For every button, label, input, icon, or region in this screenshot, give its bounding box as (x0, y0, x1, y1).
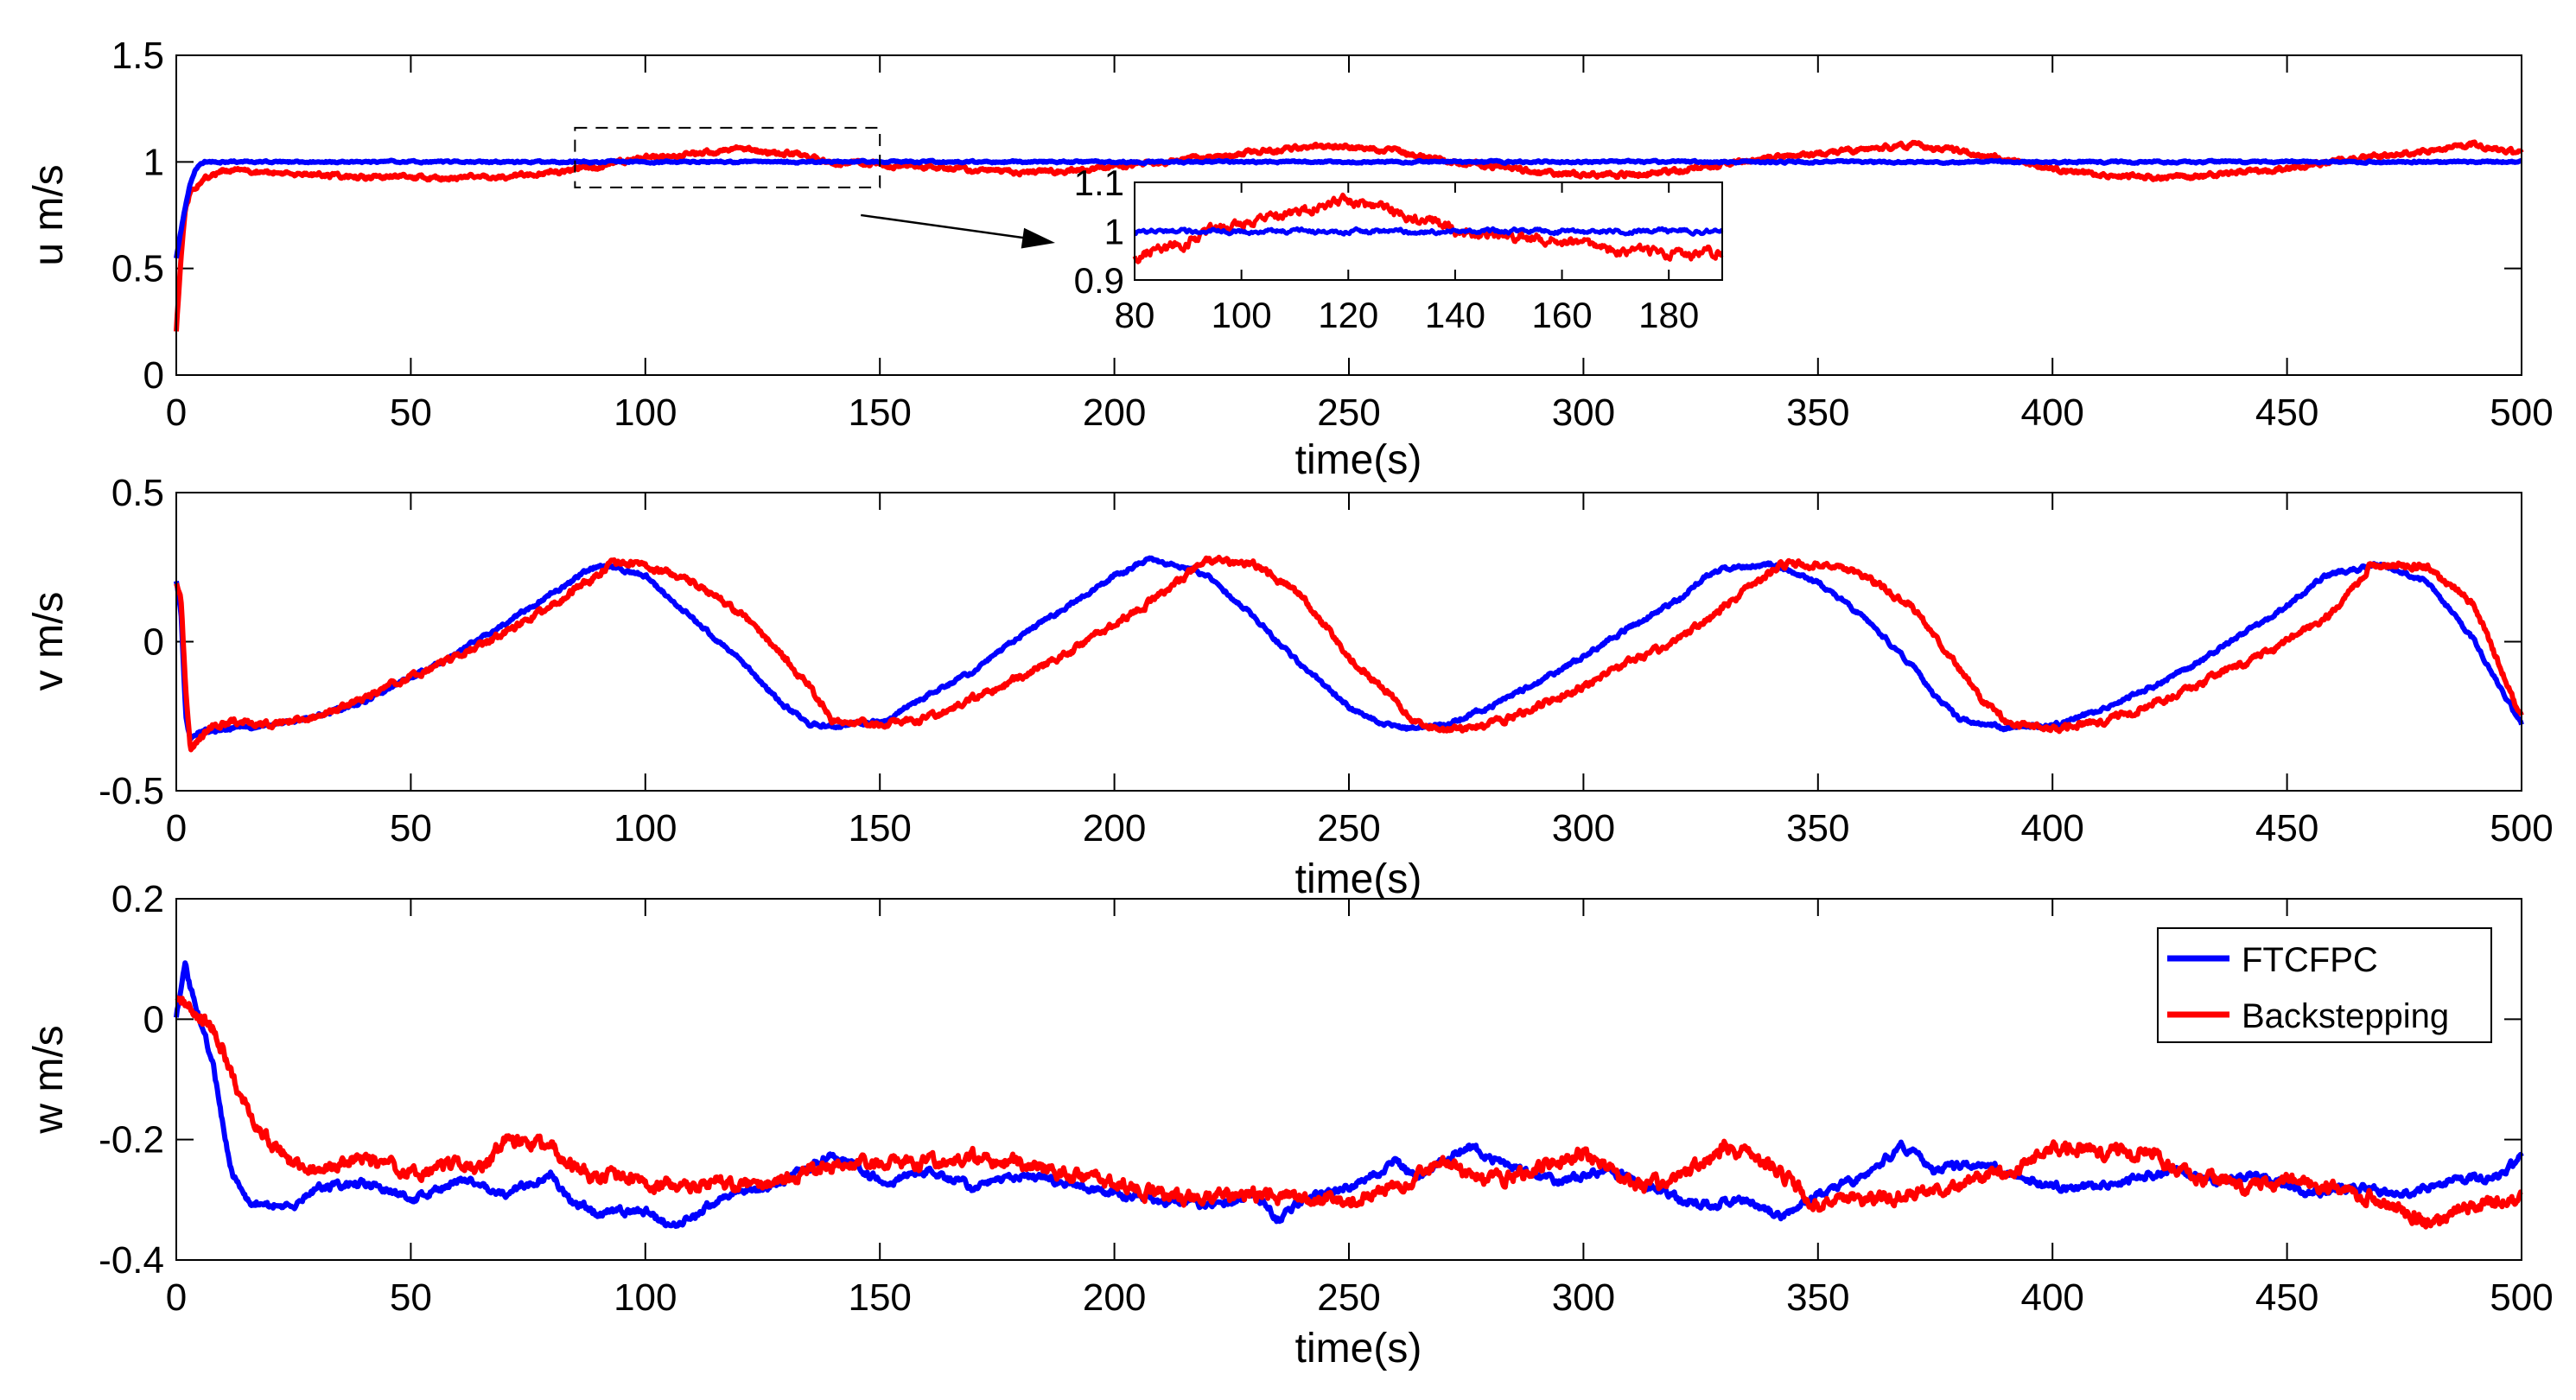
panel-v-xlabel: time(s) (1295, 856, 1422, 902)
panel-w-lines (174, 960, 2524, 1230)
panel-u-xtick-label: 0 (166, 391, 187, 434)
panel-v-series-ftcfpc (174, 555, 2524, 741)
zoom-arrowhead (1021, 227, 1055, 249)
legend-box (2157, 927, 2492, 1043)
panel-w-xtick-label: 50 (390, 1276, 432, 1319)
panel-w-series-backstepping (175, 995, 2523, 1230)
panel-v-xtick-label: 350 (1786, 807, 1849, 850)
panel-w-frame (175, 898, 2522, 1261)
panel-w-xlabel: time(s) (1295, 1326, 1422, 1371)
legend: FTCFPC Backstepping (2157, 927, 2492, 1043)
inset-plot: 80 100 120 140 160 180 0.9 1 1.1 (1074, 162, 1724, 335)
panel-w-xtick-label: 100 (614, 1276, 677, 1319)
inset-xtick-label: 140 (1425, 295, 1485, 335)
panel-u-lines (174, 139, 2524, 332)
panel-w-ytick-label: -0.2 (99, 1119, 164, 1161)
panel-v-series-backstepping (174, 554, 2524, 753)
panel-v-xtick-label: 300 (1552, 807, 1615, 850)
panel-u: 0 50 100 150 200 250 300 350 400 450 500 0 0.5 1 1.5 u… (26, 35, 2554, 483)
legend-label-backstepping: Backstepping (2242, 997, 2449, 1035)
panel-u-xtick-label: 50 (390, 391, 432, 434)
panel-u-ytick-label: 1 (143, 141, 164, 183)
inset-series-backstepping (1132, 192, 1724, 264)
panel-v-xtick-label: 250 (1317, 807, 1380, 850)
panel-u-xtick-label: 300 (1552, 391, 1615, 434)
panel-v-xtick-label: 200 (1083, 807, 1146, 850)
panel-u-ytick-label: 1.5 (111, 35, 164, 77)
panel-v: 0 50 100 150 200 250 300 350 400 450 500-0.500.5 v… (26, 472, 2554, 902)
panel-w-xtick-label: 0 (166, 1276, 187, 1319)
panel-w-xtick-label: 250 (1317, 1276, 1380, 1319)
panel-v-xtick-label: 50 (390, 807, 432, 850)
inset-ytick-label: 0.9 (1074, 260, 1124, 301)
panel-u-ytick-label: 0.5 (111, 248, 164, 290)
panel-v-lines (174, 554, 2524, 753)
panel-w-xtick-label: 150 (848, 1276, 911, 1319)
panel-u-xtick-label: 500 (2490, 391, 2553, 434)
panel-u-xtick-label: 250 (1317, 391, 1380, 434)
inset-xtick-label: 100 (1212, 295, 1272, 335)
panel-u-frame (175, 54, 2522, 376)
panel-w-ylabel: w m/s (26, 1025, 72, 1134)
panel-w: 0 50 100 150 200 250 300 350 400 450 500 -0.4 -0.2 0 0… (26, 878, 2554, 1371)
panel-u-ticks: 0 50 100 150 200 250 300 350 400 450 500 0 0.5 1 1.5 (111, 35, 2554, 434)
panel-w-ytick-label: 0.2 (111, 878, 164, 920)
panel-u-xtick-label: 450 (2255, 391, 2318, 434)
panel-u-series-ftcfpc (174, 157, 2523, 259)
panel-v-xtick-label: 150 (848, 807, 911, 850)
inset-xtick-label: 180 (1638, 295, 1699, 335)
panel-v-xtick-label: 500 (2490, 807, 2553, 850)
panel-v-plot-area (176, 493, 2522, 791)
panel-u-series-backstepping (174, 139, 2524, 332)
zoom-arrow (861, 213, 1042, 242)
panel-v-xtick-label: 400 (2020, 807, 2083, 850)
inset-xtick-label: 80 (1115, 295, 1155, 335)
panel-v-ylabel: v m/s (26, 592, 72, 691)
panel-v-ytick-label: 0 (143, 621, 164, 664)
panel-w-xtick-label: 200 (1083, 1276, 1146, 1319)
inset-series-ftcfpc (1133, 226, 1724, 237)
panel-u-xtick-label: 200 (1083, 391, 1146, 434)
panel-w-xtick-label: 400 (2020, 1276, 2083, 1319)
panel-v-ytick-label: -0.5 (99, 770, 164, 812)
panel-v-xtick-label: 100 (614, 807, 677, 850)
panel-w-series-ftcfpc (174, 960, 2524, 1229)
inset-lines (1132, 192, 1724, 264)
inset-ytick-label: 1.1 (1074, 162, 1124, 203)
panel-w-xtick-label: 450 (2255, 1276, 2318, 1319)
panel-w-xtick-label: 300 (1552, 1276, 1615, 1319)
legend-label-ftcfpc: FTCFPC (2242, 941, 2378, 979)
panel-u-xtick-label: 100 (614, 391, 677, 434)
inset-xtick-label: 160 (1532, 295, 1593, 335)
panel-w-xtick-label: 350 (1786, 1276, 1849, 1319)
panel-w-ytick-label: 0 (143, 998, 164, 1040)
panel-u-xtick-label: 400 (2020, 391, 2083, 434)
inset-ticks: 80 100 120 140 160 180 0.9 1 1.1 (1074, 162, 1722, 335)
zoom-region-box (574, 126, 881, 188)
panel-w-ytick-label: -0.4 (99, 1239, 164, 1282)
panel-u-xlabel: time(s) (1295, 437, 1422, 483)
panel-v-ticks: 0 50 100 150 200 250 300 350 400 450 500-0.500.5 (99, 472, 2554, 850)
panel-v-frame (175, 492, 2522, 792)
panel-u-xtick-label: 350 (1786, 391, 1849, 434)
panel-u-ytick-label: 0 (143, 354, 164, 397)
inset-ytick-label: 1 (1104, 212, 1124, 252)
panel-v-ytick-label: 0.5 (111, 472, 164, 514)
inset-frame (1134, 181, 1723, 281)
panel-w-xtick-label: 500 (2490, 1276, 2553, 1319)
panel-u-xtick-label: 150 (848, 391, 911, 434)
panel-v-xtick-label: 450 (2255, 807, 2318, 850)
inset-xtick-label: 120 (1318, 295, 1378, 335)
panel-u-ylabel: u m/s (26, 164, 72, 265)
panel-v-xtick-label: 0 (166, 807, 187, 850)
